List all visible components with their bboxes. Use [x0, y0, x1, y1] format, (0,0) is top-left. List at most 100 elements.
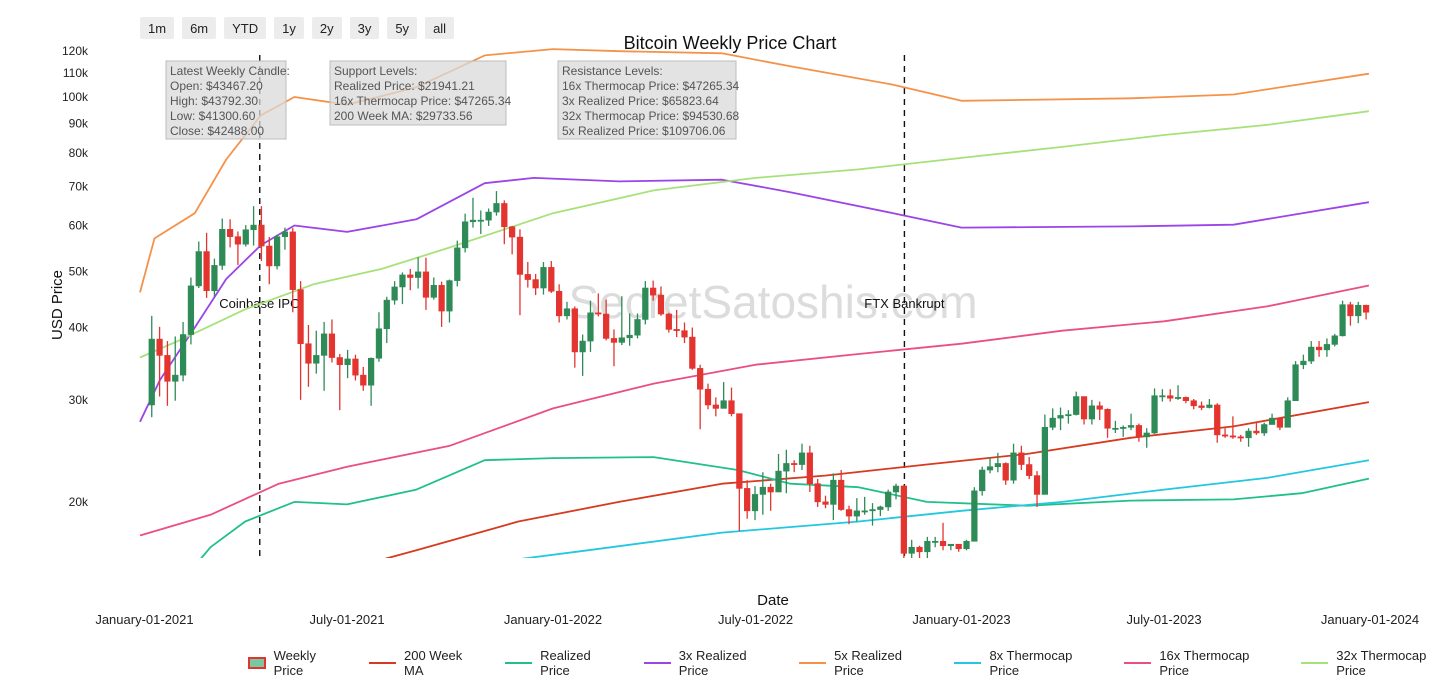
candle[interactable]	[994, 452, 1001, 473]
candle[interactable]	[626, 313, 633, 346]
candle[interactable]	[1010, 443, 1017, 484]
candle[interactable]	[391, 281, 398, 305]
candle[interactable]	[798, 443, 806, 471]
candle[interactable]	[336, 354, 343, 411]
candle[interactable]	[383, 296, 390, 344]
candle[interactable]	[360, 366, 367, 391]
range-button-all[interactable]: all	[425, 17, 455, 39]
candle[interactable]	[838, 470, 845, 511]
candle[interactable]	[273, 234, 281, 270]
candle[interactable]	[1284, 397, 1291, 428]
candle[interactable]	[187, 277, 195, 345]
candle[interactable]	[1308, 341, 1315, 364]
candle[interactable]	[587, 300, 594, 352]
candle[interactable]	[1174, 385, 1182, 400]
candle[interactable]	[579, 334, 586, 376]
candle[interactable]	[1237, 434, 1244, 442]
candle[interactable]	[681, 322, 688, 344]
candle[interactable]	[1315, 341, 1323, 357]
legend-item-16x-thermocap[interactable]: 16x Thermocap Price	[1124, 648, 1279, 678]
candle[interactable]	[979, 466, 986, 496]
candle[interactable]	[258, 206, 265, 262]
candle[interactable]	[1292, 361, 1299, 402]
candle[interactable]	[845, 505, 853, 525]
candle[interactable]	[775, 453, 782, 493]
candle[interactable]	[1135, 423, 1143, 442]
candle[interactable]	[172, 336, 179, 401]
candle[interactable]	[156, 326, 163, 397]
candle[interactable]	[689, 327, 696, 370]
candle[interactable]	[1018, 445, 1025, 471]
candle[interactable]	[540, 261, 547, 295]
legend-item-realized-price[interactable]: Realized Price	[504, 648, 622, 678]
candle[interactable]	[313, 330, 320, 374]
candle[interactable]	[908, 539, 915, 558]
candle[interactable]	[665, 312, 672, 333]
candle[interactable]	[650, 280, 657, 301]
candle[interactable]	[728, 387, 735, 417]
legend-item-5x-realized[interactable]: 5x Realized Price	[798, 648, 932, 678]
candle[interactable]	[367, 357, 375, 406]
candle[interactable]	[853, 498, 860, 522]
legend-item-weekly-price[interactable]: Weekly Price	[248, 648, 347, 678]
candle[interactable]	[1347, 301, 1354, 326]
candle[interactable]	[375, 312, 383, 362]
candle[interactable]	[877, 505, 884, 517]
candle[interactable]	[320, 321, 328, 391]
candle[interactable]	[1245, 428, 1252, 447]
candle[interactable]	[885, 489, 892, 511]
candle[interactable]	[939, 522, 947, 551]
candle[interactable]	[1198, 401, 1205, 411]
candle[interactable]	[509, 225, 516, 255]
candle[interactable]	[1190, 399, 1197, 410]
candle[interactable]	[1253, 422, 1260, 435]
candle[interactable]	[814, 479, 821, 507]
candle[interactable]	[430, 277, 437, 300]
candle[interactable]	[266, 237, 273, 285]
candle[interactable]	[783, 449, 790, 494]
candle[interactable]	[1127, 413, 1135, 431]
candle[interactable]	[610, 329, 618, 367]
candle[interactable]	[281, 227, 289, 250]
candle[interactable]	[289, 228, 296, 313]
candle[interactable]	[524, 261, 531, 288]
candle[interactable]	[947, 543, 954, 551]
candle[interactable]	[955, 543, 962, 552]
candle[interactable]	[1276, 417, 1284, 431]
candle[interactable]	[446, 279, 453, 323]
candle[interactable]	[438, 281, 445, 327]
legend-item-200-week-ma[interactable]: 200 Week MA	[368, 648, 483, 678]
candle[interactable]	[1096, 401, 1103, 420]
candle[interactable]	[603, 299, 610, 341]
candle[interactable]	[1088, 399, 1095, 425]
candle[interactable]	[571, 306, 578, 368]
candle[interactable]	[556, 284, 563, 323]
candle[interactable]	[1073, 391, 1080, 416]
range-button-ytd[interactable]: YTD	[224, 17, 267, 39]
candle[interactable]	[1033, 471, 1041, 507]
candle[interactable]	[344, 349, 351, 379]
candle[interactable]	[924, 536, 931, 558]
candle[interactable]	[415, 257, 422, 289]
candle[interactable]	[148, 315, 155, 418]
candle[interactable]	[1080, 396, 1088, 425]
candle[interactable]	[469, 197, 477, 228]
candle[interactable]	[861, 496, 868, 515]
candle[interactable]	[1229, 416, 1237, 439]
candle[interactable]	[595, 293, 602, 317]
candle[interactable]	[618, 296, 625, 346]
candle[interactable]	[328, 319, 336, 363]
candle[interactable]	[501, 200, 508, 245]
candle[interactable]	[736, 413, 743, 532]
candle[interactable]	[1355, 301, 1362, 324]
candle[interactable]	[971, 487, 978, 542]
candle[interactable]	[1057, 407, 1064, 431]
candle[interactable]	[806, 445, 813, 493]
candle[interactable]	[791, 460, 798, 473]
candle[interactable]	[657, 286, 665, 316]
candle[interactable]	[916, 545, 923, 565]
candle[interactable]	[179, 321, 187, 382]
candle[interactable]	[697, 364, 704, 430]
candle[interactable]	[1065, 410, 1072, 424]
candle[interactable]	[869, 503, 876, 526]
